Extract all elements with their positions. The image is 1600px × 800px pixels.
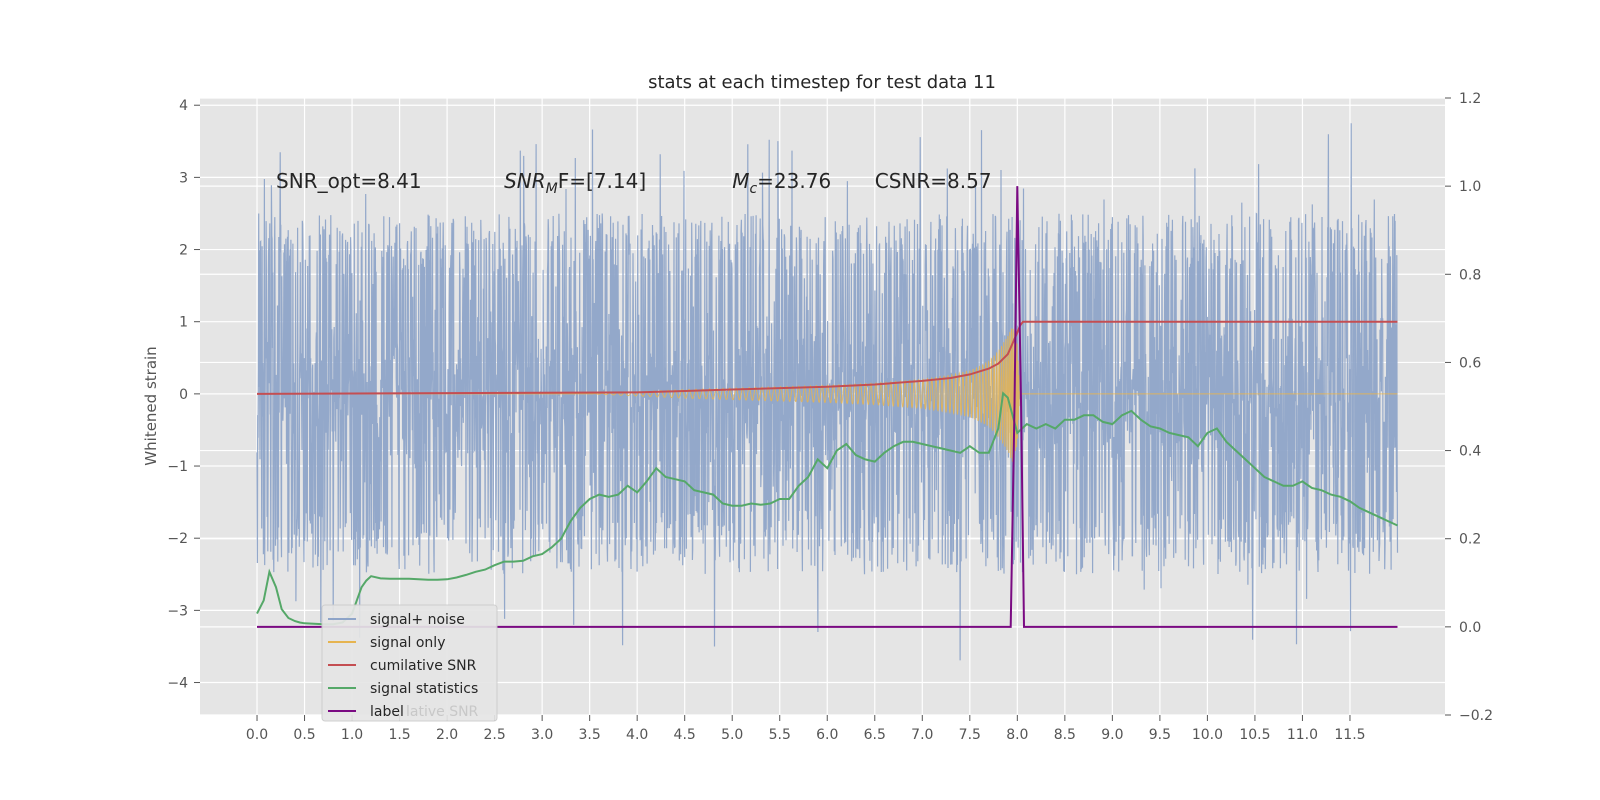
x-tick-label-22: 11.0 xyxy=(1287,727,1318,743)
x-tick-label-11: 5.5 xyxy=(769,727,791,743)
x-tick-label-14: 7.0 xyxy=(911,727,933,743)
x-tick-label-21: 10.5 xyxy=(1239,727,1270,743)
y-axis-label: Whitened strain xyxy=(142,346,160,465)
y2-tick-label-4: 0.4 xyxy=(1459,444,1481,460)
annotation-0: SNR_opt=8.41 xyxy=(276,169,422,193)
annotation-1: SNRMF=[7.14] xyxy=(504,169,646,197)
y2-axis-ticks: 1.2 1.0 0.8 0.6 0.4 0.2 0.0 −0.2 xyxy=(1445,91,1493,724)
y-tick-label-7: −3 xyxy=(167,603,188,619)
legend-box xyxy=(321,604,498,722)
legend-label-0: signal+ noise xyxy=(370,612,465,628)
y2-tick-label-1: 1.0 xyxy=(1459,179,1481,195)
y2-tick-label-5: 0.2 xyxy=(1459,532,1481,548)
x-tick-label-9: 4.5 xyxy=(674,727,696,743)
y-tick-label-3: 1 xyxy=(179,315,188,331)
y-tick-label-0: 4 xyxy=(179,98,188,114)
annotations: SNR_opt=8.41 SNRMF=[7.14] Mc=23.76 CSNR=8.5… xyxy=(276,169,992,197)
x-tick-label-3: 1.5 xyxy=(388,727,410,743)
y-tick-label-8: −4 xyxy=(167,676,188,692)
x-tick-label-20: 10.0 xyxy=(1192,727,1223,743)
x-tick-label-12: 6.0 xyxy=(816,727,838,743)
y-tick-label-1: 3 xyxy=(179,170,188,186)
y2-tick-label-3: 0.6 xyxy=(1459,355,1481,371)
y-axis-ticks: 4 3 2 1 0 −1 −2 −3 −4 xyxy=(167,98,200,692)
x-tick-label-4: 2.0 xyxy=(436,727,458,743)
x-tick-label-19: 9.5 xyxy=(1149,727,1171,743)
x-tick-label-16: 8.0 xyxy=(1006,727,1028,743)
x-tick-label-8: 4.0 xyxy=(626,727,648,743)
series-signal-plus-noise xyxy=(256,123,1399,661)
y2-tick-label-2: 0.8 xyxy=(1459,267,1481,283)
x-tick-label-5: 2.5 xyxy=(483,727,505,743)
x-axis-ticks: 0.0 0.5 1.0 1.5 2.0 2.5 3.0 3.5 4.0 4.5 5.0 5.5 6.0 6… xyxy=(246,715,1366,743)
y-tick-label-2: 2 xyxy=(179,243,188,259)
signal-plus-noise-line xyxy=(256,123,1399,661)
series-line-label xyxy=(257,186,1398,628)
x-tick-label-18: 9.0 xyxy=(1101,727,1123,743)
annotation-3: CSNR=8.57 xyxy=(875,169,992,193)
x-tick-label-1: 0.5 xyxy=(293,727,315,743)
x-tick-label-15: 7.5 xyxy=(959,727,981,743)
x-tick-label-17: 8.5 xyxy=(1054,727,1076,743)
legend-label-1: signal only xyxy=(370,635,445,651)
y-tick-label-6: −2 xyxy=(167,531,188,547)
legend-label-2: cumilative SNR xyxy=(370,658,477,674)
y2-tick-label-6: 0.0 xyxy=(1459,620,1481,636)
x-tick-label-23: 11.5 xyxy=(1334,727,1365,743)
x-tick-label-6: 3.0 xyxy=(531,727,553,743)
legend-label-4: label xyxy=(370,704,404,720)
x-tick-label-0: 0.0 xyxy=(246,727,268,743)
y-tick-label-5: −1 xyxy=(167,459,188,475)
chart-title: stats at each timestep for test data 11 xyxy=(648,72,996,93)
annotation-2: Mc=23.76 xyxy=(732,169,831,197)
series-lines xyxy=(256,186,1398,628)
y2-tick-label-0: 1.2 xyxy=(1459,91,1481,107)
legend-label-3: signal statistics xyxy=(370,681,478,697)
legend-ghost-1: lative SNR xyxy=(406,704,479,720)
series-line-signal-statistics xyxy=(256,391,1398,626)
x-tick-label-2: 1.0 xyxy=(341,727,363,743)
x-tick-label-7: 3.5 xyxy=(579,727,601,743)
x-tick-label-10: 5.0 xyxy=(721,727,743,743)
y-tick-label-4: 0 xyxy=(179,387,188,403)
y2-tick-label-7: −0.2 xyxy=(1459,708,1493,724)
legend: signal+ noise signal only cumilative SNR si… xyxy=(321,604,498,722)
x-tick-label-13: 6.5 xyxy=(864,727,886,743)
